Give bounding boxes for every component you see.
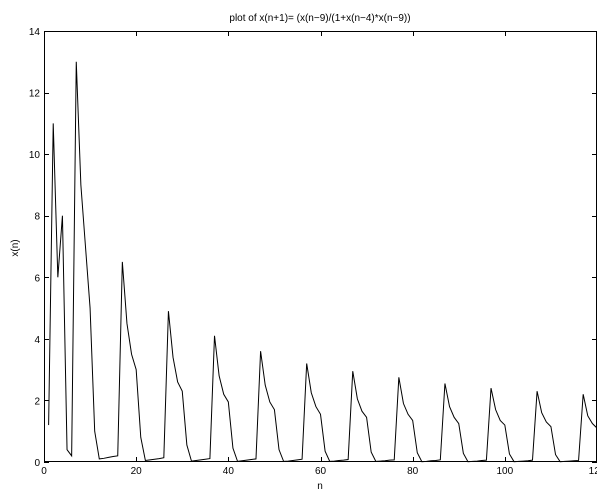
- x-tick-label: 80: [407, 466, 419, 477]
- series-line: [48, 61, 597, 463]
- ticks-layer: 0 20 40 60 80 100 120 0 2 4 6 8 10 12 14: [29, 27, 597, 477]
- series-layer: [48, 61, 597, 463]
- chart-title: plot of x(n+1)= (x(n−9)/(1+x(n−4)*x(n−9)…: [229, 13, 410, 24]
- y-tick-label: 12: [29, 89, 41, 100]
- y-tick-label: 2: [34, 396, 40, 407]
- y-tick-label: 6: [34, 273, 40, 284]
- plot-frame: [44, 31, 597, 462]
- x-tick-label: 120: [589, 466, 597, 477]
- x-tick-label: 0: [41, 466, 47, 477]
- x-tick-label: 40: [223, 466, 235, 477]
- x-tick-label: 60: [315, 466, 327, 477]
- y-tick-label: 4: [34, 335, 40, 346]
- y-tick-label: 0: [34, 458, 40, 469]
- x-tick-label: 20: [131, 466, 143, 477]
- x-tick-label: 100: [496, 466, 513, 477]
- y-axis-label: x(n): [10, 239, 21, 256]
- y-tick-label: 10: [29, 150, 41, 161]
- y-tick-label: 8: [34, 212, 40, 223]
- y-tick-label: 14: [29, 27, 41, 38]
- x-axis-label: n: [317, 481, 323, 492]
